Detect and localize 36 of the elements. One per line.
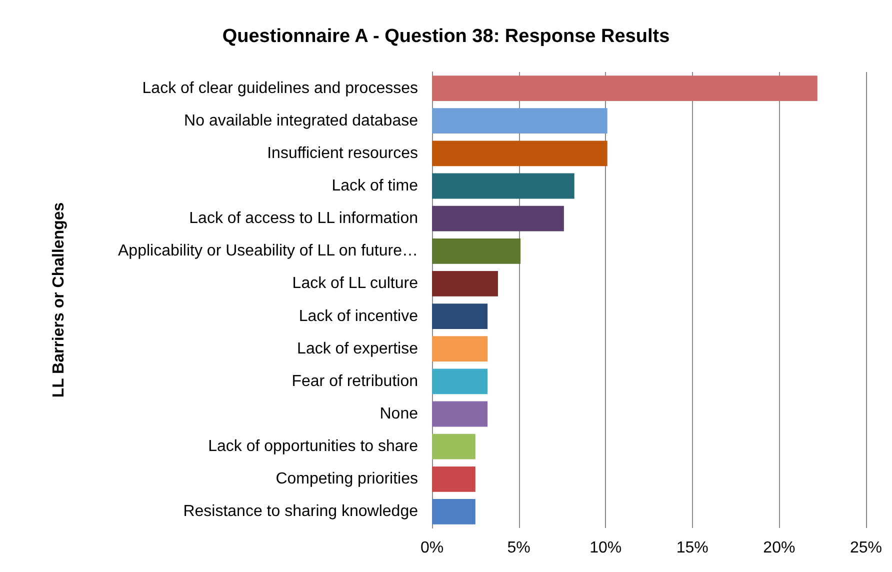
- x-tick-label: 20%: [763, 540, 796, 556]
- y-tick-label: Lack of expertise: [297, 340, 418, 358]
- bar: [432, 304, 488, 329]
- y-tick-label: Resistance to sharing knowledge: [183, 503, 418, 520]
- bar: [432, 173, 574, 199]
- bar: [432, 206, 564, 232]
- y-tick-label: Lack of clear guidelines and processes: [142, 80, 418, 97]
- x-tick-label: 5%: [507, 540, 530, 556]
- chart-title: Questionnaire A - Question 38: Response Results: [222, 26, 670, 47]
- bar: [432, 466, 476, 492]
- bar: [432, 336, 488, 362]
- bar: [432, 401, 488, 427]
- y-tick-label: None: [380, 406, 418, 422]
- y-tick-label: Applicability or Useability of LL on future…: [118, 242, 418, 260]
- x-tick-label: 10%: [590, 540, 622, 556]
- y-tick-label: Lack of LL culture: [292, 275, 418, 292]
- bar: [432, 76, 818, 101]
- bar: [432, 140, 608, 166]
- bar: [432, 434, 476, 460]
- y-tick-label: Competing priorities: [276, 470, 418, 488]
- y-tick-label: Lack of opportunities to share: [208, 438, 418, 456]
- bar: [432, 271, 498, 296]
- y-tick-label: Lack of incentive: [298, 308, 418, 325]
- bar: [432, 499, 476, 524]
- y-tick-label: Lack of time: [332, 178, 418, 194]
- y-tick-label: Lack of access to LL information: [189, 210, 418, 228]
- y-tick-label: No available integrated database: [184, 112, 418, 130]
- y-tick-label: Fear of retribution: [292, 372, 418, 390]
- bar: [432, 238, 521, 264]
- bar: [432, 368, 488, 394]
- x-tick-label: 25%: [850, 540, 882, 556]
- y-axis-title: LL Barriers or Challenges: [50, 202, 68, 398]
- x-tick-label: 15%: [676, 540, 708, 556]
- bar: [432, 108, 608, 134]
- x-tick-label: 0%: [420, 540, 444, 556]
- y-tick-label: Insufficient resources: [267, 144, 418, 162]
